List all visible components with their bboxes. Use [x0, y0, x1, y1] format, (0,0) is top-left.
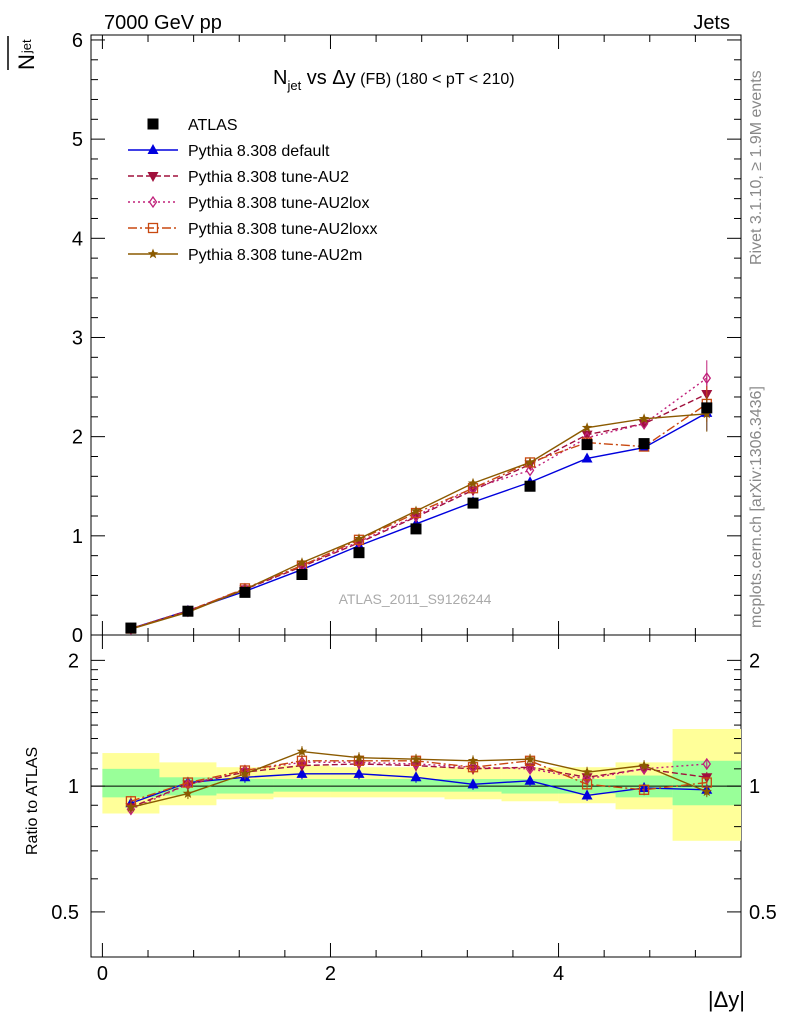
y-tick-label: 0 — [72, 625, 83, 647]
y-tick-label: 5 — [72, 129, 83, 151]
point-pythia-8-308-tune-au2m — [353, 533, 365, 544]
x-tick-label: 0 — [97, 963, 108, 985]
point-atlas — [701, 402, 713, 414]
legend-label-pythia-8-308-tune-au2loxx: Pythia 8.308 tune-AU2loxx — [188, 221, 377, 238]
x-tick-label: 2 — [325, 963, 336, 985]
legend-marker-pythia-8-308-tune-au2 — [147, 172, 159, 182]
point-pythia-8-308-tune-au2m — [581, 422, 593, 433]
ratio-tick-label-right: 2 — [749, 650, 760, 672]
legend: ATLAS Pythia 8.308 default Pythia 8.308 tu… — [128, 117, 377, 264]
ratio-point-pythia-8-308-tune-au2loxx — [638, 784, 650, 795]
header-right: Jets — [693, 12, 730, 34]
point-atlas — [638, 438, 650, 450]
ratio-point-pythia-8-308-default — [581, 789, 593, 800]
side-text-lower: mcplots.cern.ch [arXiv:1306.3436] — [748, 386, 765, 628]
ratio-point-pythia-8-308-default — [410, 771, 422, 782]
legend-marker-pythia-8-308-tune-au2lox — [148, 195, 158, 209]
legend-marker-pythia-8-308-default — [147, 144, 159, 154]
point-atlas — [581, 439, 593, 451]
legend-label-pythia-8-308-tune-au2: Pythia 8.308 tune-AU2 — [188, 169, 349, 186]
ratio-point-pythia-8-308-default — [353, 767, 365, 778]
point-atlas — [524, 480, 536, 492]
ratio-point-pythia-8-308-tune-au2m — [524, 753, 536, 764]
ratio-point-pythia-8-308-tune-au2lox — [525, 762, 535, 775]
point-pythia-8-308-default — [581, 452, 593, 463]
y-tick-label: 3 — [72, 327, 83, 349]
point-pythia-8-308-tune-au2 — [581, 430, 593, 441]
legend-marker-pythia-8-308-tune-au2m — [147, 248, 159, 259]
point-atlas — [239, 586, 251, 598]
band-green — [387, 779, 445, 792]
ratio-point-pythia-8-308-tune-au2m — [239, 768, 251, 779]
band-green — [273, 779, 331, 792]
point-atlas — [296, 569, 308, 581]
point-pythia-8-308-tune-au2m — [467, 477, 479, 488]
ratio-point-pythia-8-308-tune-au2m — [638, 760, 650, 770]
ratio-series — [125, 746, 713, 816]
ratio-point-pythia-8-308-tune-au2m — [581, 766, 593, 777]
ratio-point-pythia-8-308-tune-au2lox — [702, 757, 712, 771]
point-pythia-8-308-tune-au2m — [296, 557, 308, 568]
ratio-point-pythia-8-308-tune-au2m — [467, 755, 479, 766]
legend-marker-pythia-8-308-tune-au2loxx — [147, 222, 159, 234]
ratio-point-pythia-8-308-default — [524, 774, 536, 785]
legend-label-pythia-8-308-default: Pythia 8.308 default — [188, 143, 330, 160]
ratio-tick-label: 2 — [68, 650, 79, 672]
header-left: 7000 GeV pp — [104, 12, 222, 34]
x-axis-label: |Δy| — [708, 987, 745, 1012]
y-tick-label: 1 — [72, 526, 83, 548]
point-pythia-8-308-tune-au2m — [410, 505, 422, 516]
axis-ticks: 0 2 4 0 1 2 3 4 5 6 0.5 0.5 1 1 2 2 — [51, 30, 777, 985]
ratio-point-pythia-8-308-tune-au2m — [182, 788, 194, 798]
svg-text:Njet: Njet — [14, 39, 39, 70]
point-pythia-8-308-tune-au2m — [638, 413, 650, 424]
point-atlas — [125, 622, 137, 634]
ratio-tick-label: 1 — [68, 776, 79, 798]
y-tick-label: 6 — [72, 30, 83, 52]
point-atlas — [410, 523, 422, 535]
ratio-tick-label-right: 0.5 — [749, 902, 777, 924]
band-green — [102, 768, 160, 798]
ratio-point-pythia-8-308-tune-au2m — [701, 786, 712, 797]
analysis-watermark: ATLAS_2011_S9126244 — [339, 591, 492, 607]
y-tick-label: 2 — [72, 427, 83, 449]
ratio-point-pythia-8-308-tune-au2m — [410, 753, 422, 764]
ratio-point-pythia-8-308-tune-au2loxx — [581, 779, 593, 790]
band-green — [330, 779, 388, 792]
ratio-point-pythia-8-308-tune-au2m — [125, 801, 137, 812]
point-atlas — [353, 547, 365, 559]
x-tick-label: 4 — [553, 963, 564, 985]
point-pythia-8-308-tune-au2lox — [702, 372, 712, 385]
ratio-point-pythia-8-308-default — [296, 767, 308, 778]
point-pythia-8-308-tune-au2m — [524, 456, 536, 467]
ratio-point-pythia-8-308-tune-au2m — [296, 746, 308, 756]
legend-label-pythia-8-308-tune-au2m: Pythia 8.308 tune-AU2m — [188, 247, 362, 264]
ratio-point-pythia-8-308-tune-au2m — [353, 752, 365, 763]
point-pythia-8-308-tune-au2lox — [525, 464, 535, 477]
y-axis-label: Njet — [7, 36, 39, 70]
point-atlas — [182, 605, 194, 617]
legend-marker-atlas — [147, 118, 159, 130]
y-tick-label: 4 — [72, 228, 83, 250]
ratio-tick-label: 0.5 — [51, 902, 79, 924]
side-text-upper: Rivet 3.1.10, ≥ 1.9M events — [748, 70, 765, 265]
ratio-tick-label-right: 1 — [749, 776, 760, 798]
main-series — [125, 360, 713, 635]
ratio-point-pythia-8-308-tune-au2loxx — [182, 777, 194, 788]
plot-title: Njet vs Δy (FB) (180 < pT < 210) — [273, 67, 515, 93]
point-atlas — [467, 497, 479, 509]
ratio-y-label: Ratio to ATLAS — [24, 747, 41, 855]
ratio-point-pythia-8-308-default — [467, 778, 479, 789]
legend-label-pythia-8-308-tune-au2lox: Pythia 8.308 tune-AU2lox — [188, 195, 369, 212]
legend-label-atlas: ATLAS — [188, 117, 238, 134]
